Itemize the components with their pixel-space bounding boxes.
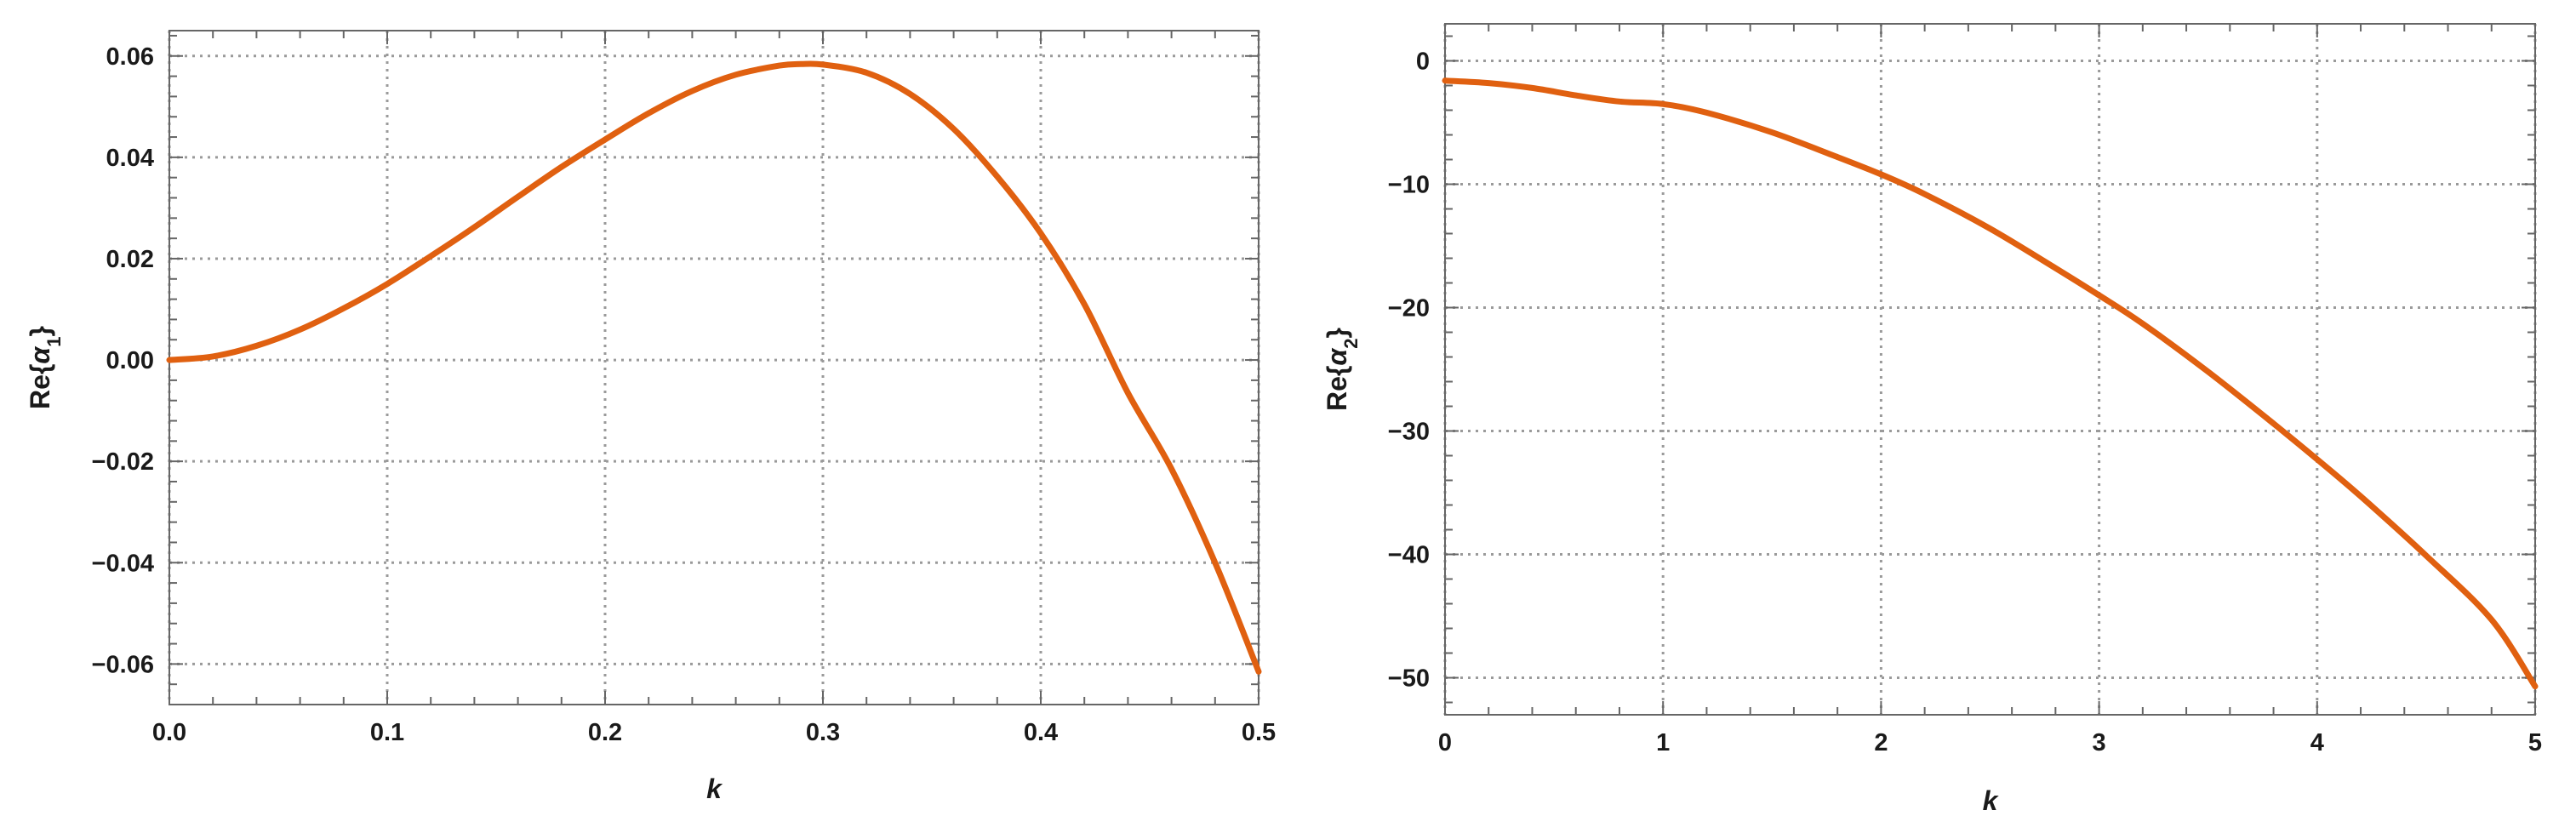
x-tick-label: 0.1 (370, 719, 404, 746)
series-line (1442, 77, 2539, 690)
y-tick-label: −50 (1388, 665, 1430, 693)
y-tick-label: 0.02 (106, 246, 154, 273)
plot-frame (168, 30, 1259, 705)
x-tick-label: 0.2 (588, 719, 622, 746)
x-tick-label: 2 (1874, 729, 1888, 756)
x-tick-label: 1 (1656, 729, 1670, 756)
y-tick-label: −40 (1388, 542, 1430, 569)
x-tick-label: 5 (2528, 729, 2542, 756)
x-tick-label: 0.0 (152, 719, 186, 746)
plot-frame (1444, 23, 2536, 716)
x-tick-label: 0.3 (806, 719, 840, 746)
y-tick-label: 0.04 (106, 145, 154, 172)
y-tick-label: −0.04 (92, 550, 154, 577)
x-axis-label: k (1983, 785, 2000, 816)
x-tick-label: 0.4 (1024, 719, 1058, 746)
y-tick-label: 0.00 (106, 347, 154, 374)
y-tick-label: 0 (1416, 49, 1430, 76)
series-line (166, 60, 1262, 675)
x-tick-label: 3 (2093, 729, 2106, 756)
x-tick-label: 4 (2310, 729, 2324, 756)
y-tick-label: −20 (1388, 295, 1430, 322)
y-tick-label: −30 (1388, 419, 1430, 446)
y-tick-label: −0.02 (92, 448, 154, 476)
y-tick-label: 0.06 (106, 43, 154, 71)
y-axis-label: Re{α1} (25, 326, 65, 409)
x-axis-label: k (706, 773, 723, 804)
x-tick-label: 0.5 (1242, 719, 1276, 746)
y-axis-label: Re{α2} (1322, 328, 1362, 411)
x-tick-label: 0 (1438, 729, 1452, 756)
y-tick-label: −10 (1388, 172, 1430, 199)
left-chart-panel: 0.0 0.1 0.2 0.3 0.4 0.5 −0.06 −0.04 −0.02 0.00 0.0… (25, 30, 1276, 804)
y-tick-label: −0.06 (92, 651, 154, 678)
right-chart-panel: 0 1 2 3 4 5 −50 −40 −30 −20 −10 0 k Re{α2} (1322, 23, 2542, 816)
